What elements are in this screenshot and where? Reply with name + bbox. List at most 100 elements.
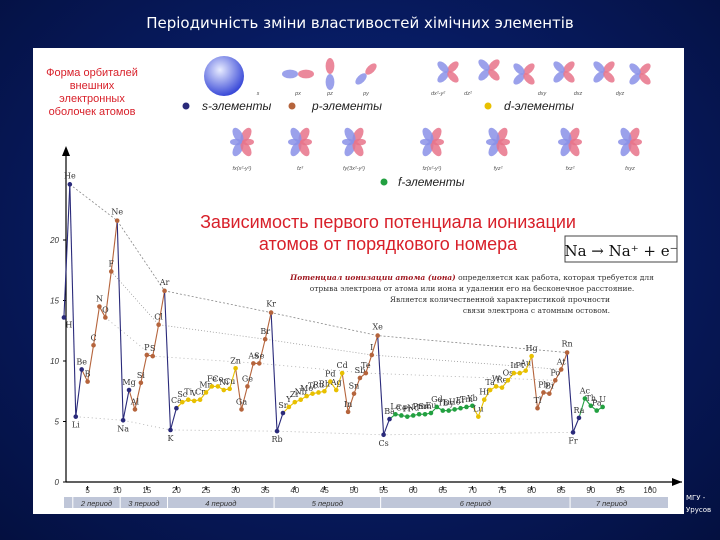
element-point	[434, 404, 440, 410]
period-label: 5 период	[312, 499, 343, 508]
element-point	[339, 370, 345, 376]
element-point	[476, 414, 481, 419]
element-label: Na	[117, 424, 129, 433]
element-point	[180, 399, 185, 405]
element-point	[251, 361, 256, 366]
element-label: Mn	[199, 380, 212, 389]
element-label: Rn	[562, 340, 573, 349]
orbital-icon	[478, 59, 500, 81]
element-label: Hf	[479, 388, 490, 397]
x-tick-label: 80	[527, 486, 536, 495]
element-label: Ca	[171, 396, 182, 405]
series-segment	[110, 220, 118, 272]
element-point	[227, 386, 232, 392]
element-point	[256, 361, 262, 366]
element-point	[600, 404, 605, 410]
series-segment	[377, 335, 385, 435]
y-tick-label: 15	[50, 297, 59, 306]
x-tick-label: 10	[113, 486, 122, 495]
legend-dot	[182, 102, 190, 110]
element-label: S	[150, 344, 155, 353]
element-point	[91, 342, 96, 348]
series-segment	[572, 417, 580, 433]
element-label: Tm	[460, 395, 473, 404]
element-point	[262, 336, 268, 342]
element-label: Tb	[438, 399, 448, 408]
element-label: La	[390, 402, 400, 411]
element-point	[174, 405, 179, 411]
element-point	[79, 367, 84, 372]
series-segment	[152, 324, 160, 357]
orbital-label: dx²-y²	[431, 91, 445, 97]
element-point	[446, 408, 452, 413]
y-axis-arrow	[62, 146, 70, 156]
element-point	[594, 408, 600, 413]
element-label: Ni	[219, 378, 229, 387]
element-point	[511, 370, 517, 376]
y-tick-label: 10	[50, 357, 59, 366]
element-label: He	[64, 171, 76, 180]
element-label: Ra	[573, 406, 584, 415]
orbital-icon	[437, 61, 459, 83]
element-point	[410, 413, 416, 418]
series-segment	[477, 399, 485, 417]
element-point	[168, 427, 173, 433]
element-point	[138, 380, 144, 386]
element-label: Zn	[230, 356, 241, 365]
series-segment	[335, 372, 343, 391]
element-point	[470, 403, 475, 409]
series-segment	[229, 368, 237, 389]
element-label: Tc	[308, 382, 318, 391]
element-point	[274, 428, 280, 434]
trend-line	[75, 416, 574, 436]
element-point	[114, 218, 120, 223]
period-label: 2 период	[80, 499, 112, 508]
element-label: I	[370, 343, 373, 352]
orbital-icon	[558, 138, 582, 146]
element-point	[144, 352, 150, 358]
element-label: Ne	[111, 208, 123, 217]
element-label: H	[65, 320, 72, 329]
legend-label: d-элементы	[504, 99, 574, 113]
series-segment	[104, 271, 112, 318]
element-point	[292, 399, 298, 405]
x-tick-label: 35	[261, 486, 270, 495]
element-point	[268, 310, 274, 315]
x-tick-label: 90	[586, 486, 595, 495]
trend-curves	[69, 184, 574, 436]
element-point	[387, 416, 392, 422]
element-label: P	[144, 343, 150, 352]
series-segment	[134, 382, 142, 410]
x-axis-arrow	[672, 478, 682, 486]
element-label: Ta	[485, 378, 495, 387]
period-label: 4 период	[205, 499, 236, 508]
element-label: Re	[497, 376, 508, 385]
element-point	[499, 385, 505, 390]
element-label: F	[108, 259, 114, 268]
orbital-title-line: электронных	[59, 93, 125, 105]
orbital-title-line: Форма орбиталей	[46, 67, 138, 79]
element-label: Ac	[579, 387, 591, 396]
period-bar	[64, 497, 668, 508]
element-label: In	[344, 400, 352, 409]
element-point	[416, 411, 422, 417]
x-tick-label: 60	[409, 486, 418, 495]
element-label: K	[167, 434, 174, 443]
x-tick-label: 55	[379, 486, 388, 495]
orbital-icon	[620, 127, 640, 157]
element-point	[322, 388, 327, 394]
legend-label: f-элементы	[398, 175, 465, 189]
definition-line: Является количественной характеристикой …	[390, 295, 610, 304]
element-point	[552, 378, 558, 383]
orbital-label: fz(x²-y²)	[423, 166, 442, 172]
orbital-label: fy(3x²-y²)	[343, 166, 365, 172]
orbital-icon	[553, 61, 575, 83]
element-label: N	[96, 295, 103, 304]
x-tick-label: 85	[557, 486, 566, 495]
element-label: U	[599, 395, 606, 404]
orbital-icon	[560, 127, 580, 157]
x-tick-label: 50	[350, 486, 359, 495]
period-label: 6 период	[460, 499, 491, 508]
series-segment	[560, 352, 568, 370]
